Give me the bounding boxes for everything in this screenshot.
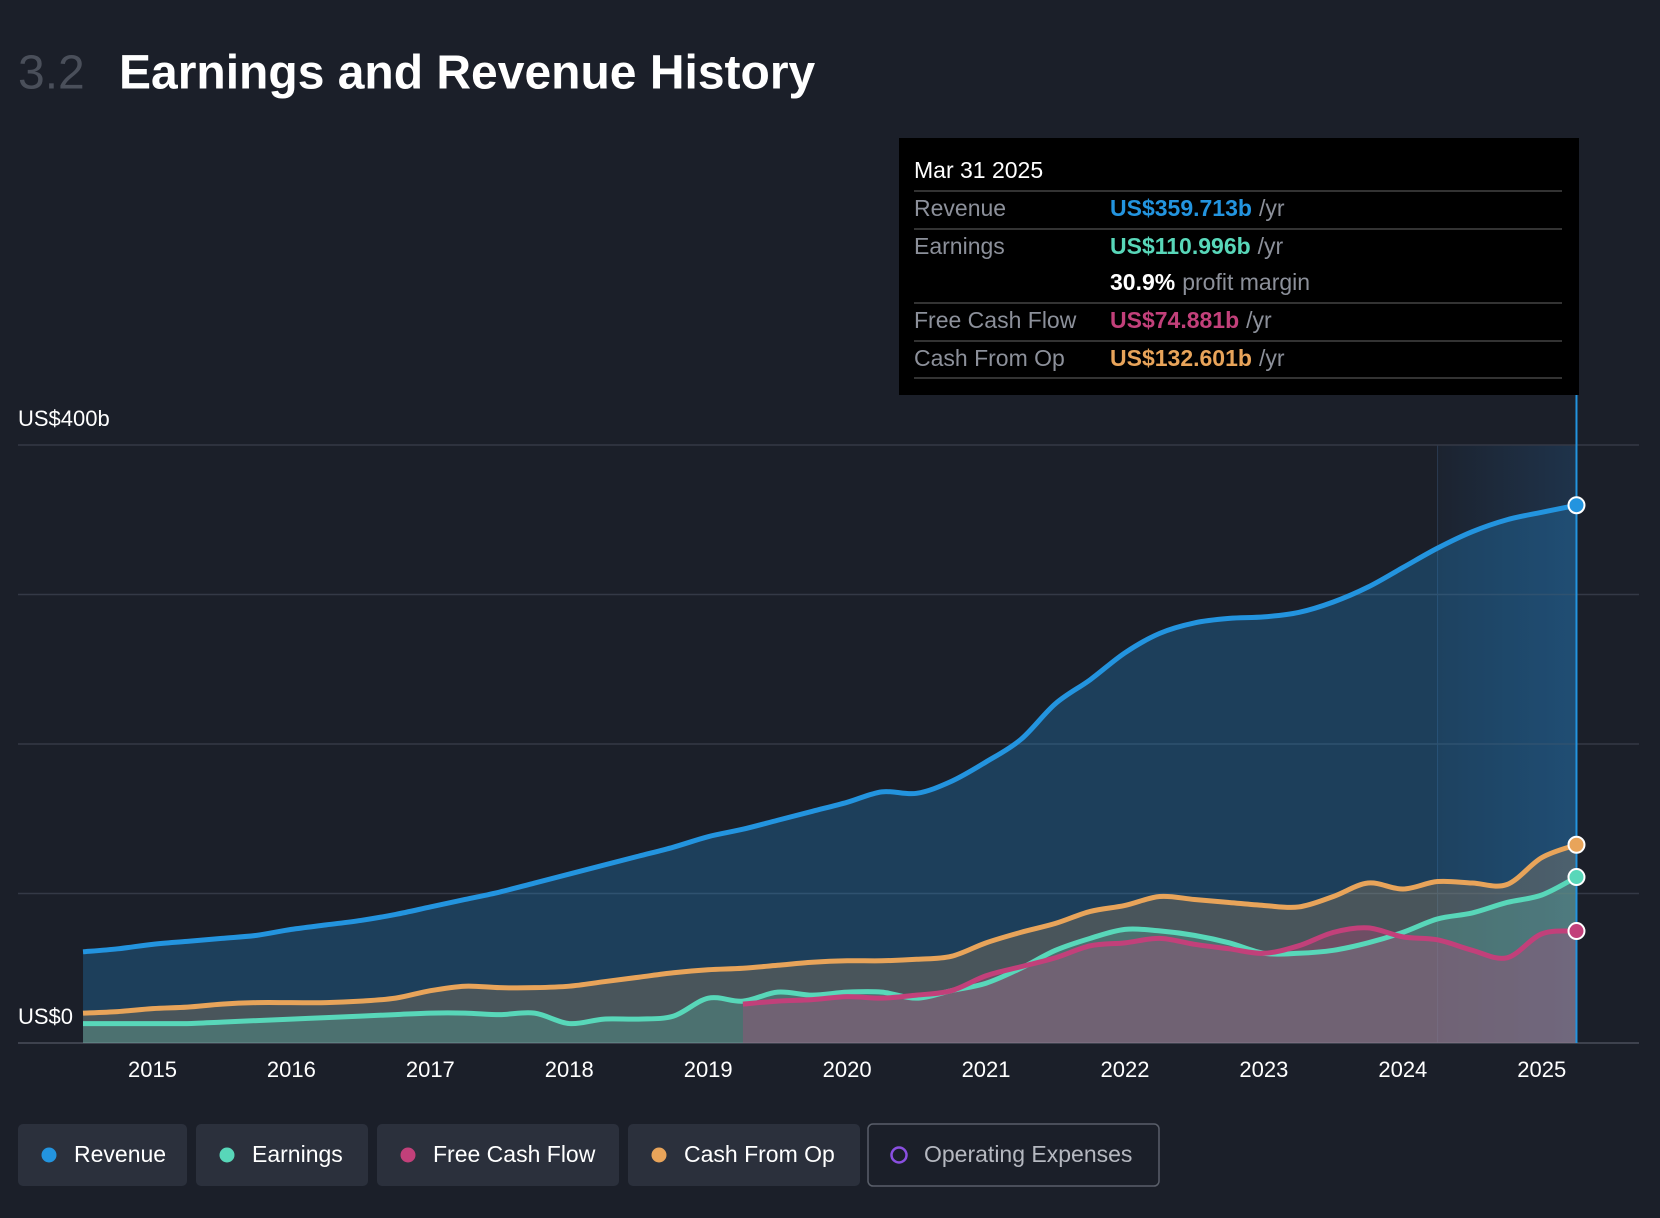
cursor-dot [1567,835,1586,854]
series-line [82,502,1577,955]
tooltip-unit: /yr [1259,195,1285,221]
margin-value: 30.9% [1110,269,1175,295]
tooltip-amount: US$132.601b [1110,345,1252,371]
legend-marker [219,1147,235,1163]
legend-button [867,1123,1160,1187]
tooltip-box [899,138,1579,395]
y-tick-label: US$400b [18,406,110,431]
legend-label: Cash From Op [684,1141,835,1167]
tooltip-label: Free Cash Flow [914,307,1077,333]
legend-label: Revenue [74,1141,166,1167]
legend-button [196,1124,368,1186]
x-tick-label: 2022 [1100,1057,1149,1082]
legend-marker [400,1147,416,1163]
series-area [83,844,1577,1043]
legend-marker [41,1147,57,1163]
tooltip-margin: 30.9% profit margin [1110,269,1310,295]
legend-label: Free Cash Flow [433,1141,596,1167]
legend-marker [890,1146,908,1164]
legend-item[interactable]: Earnings [196,1124,368,1186]
x-tick-label: 2021 [962,1057,1011,1082]
tooltip-value: US$110.996b/yr [1110,233,1284,259]
tooltip-value: US$132.601b/yr [1110,345,1285,371]
x-tick-label: 2020 [823,1057,872,1082]
tooltip-unit: /yr [1259,345,1285,371]
tooltip-label: Revenue [914,195,1006,221]
tooltip-amount: US$74.881b [1110,307,1239,333]
x-tick-label: 2016 [267,1057,316,1082]
x-tick-label: 2023 [1239,1057,1288,1082]
series-line [83,874,1578,1027]
tooltip-label: Earnings [914,233,1005,259]
series-area [83,877,1577,1043]
legend-button [377,1124,619,1186]
x-tick-label: 2019 [684,1057,733,1082]
tooltip-value: US$74.881b/yr [1110,307,1272,333]
legend-marker [651,1147,667,1163]
cursor-dot [1567,496,1586,515]
legend-item[interactable]: Free Cash Flow [377,1124,619,1186]
legend-button [18,1124,187,1186]
tooltip-amount: US$359.713b [1110,195,1252,221]
x-tick-label: 2018 [545,1057,594,1082]
legend-item[interactable]: Operating Expenses [867,1123,1160,1187]
tooltip-unit: /yr [1258,233,1284,259]
legend-item[interactable]: Revenue [18,1124,187,1186]
series-area [742,927,1577,1043]
tooltip-date: Mar 31 2025 [914,157,1043,183]
series-line [82,842,1578,1016]
x-tick-label: 2017 [406,1057,455,1082]
tooltip-value: US$359.713b/yr [1110,195,1285,221]
x-tick-label: 2025 [1517,1057,1566,1082]
margin-label: profit margin [1182,269,1310,295]
legend-item[interactable]: Cash From Op [628,1124,860,1186]
y-tick-label: US$0 [18,1004,73,1029]
cursor-dot [1567,868,1586,887]
tooltip-amount: US$110.996b [1110,233,1251,259]
series-line [742,925,1577,1007]
tooltip-unit: /yr [1246,307,1272,333]
section-number: 3.2 [18,47,85,100]
legend-label: Earnings [252,1141,343,1167]
page-title: Earnings and Revenue History [119,47,815,100]
cursor-dot [1567,922,1586,941]
x-tick-label: 2024 [1378,1057,1427,1082]
legend-label: Operating Expenses [924,1141,1132,1167]
legend-button [628,1124,860,1186]
series-area [83,505,1577,1043]
tooltip-label: Cash From Op [914,345,1065,371]
x-tick-label: 2015 [128,1057,177,1082]
